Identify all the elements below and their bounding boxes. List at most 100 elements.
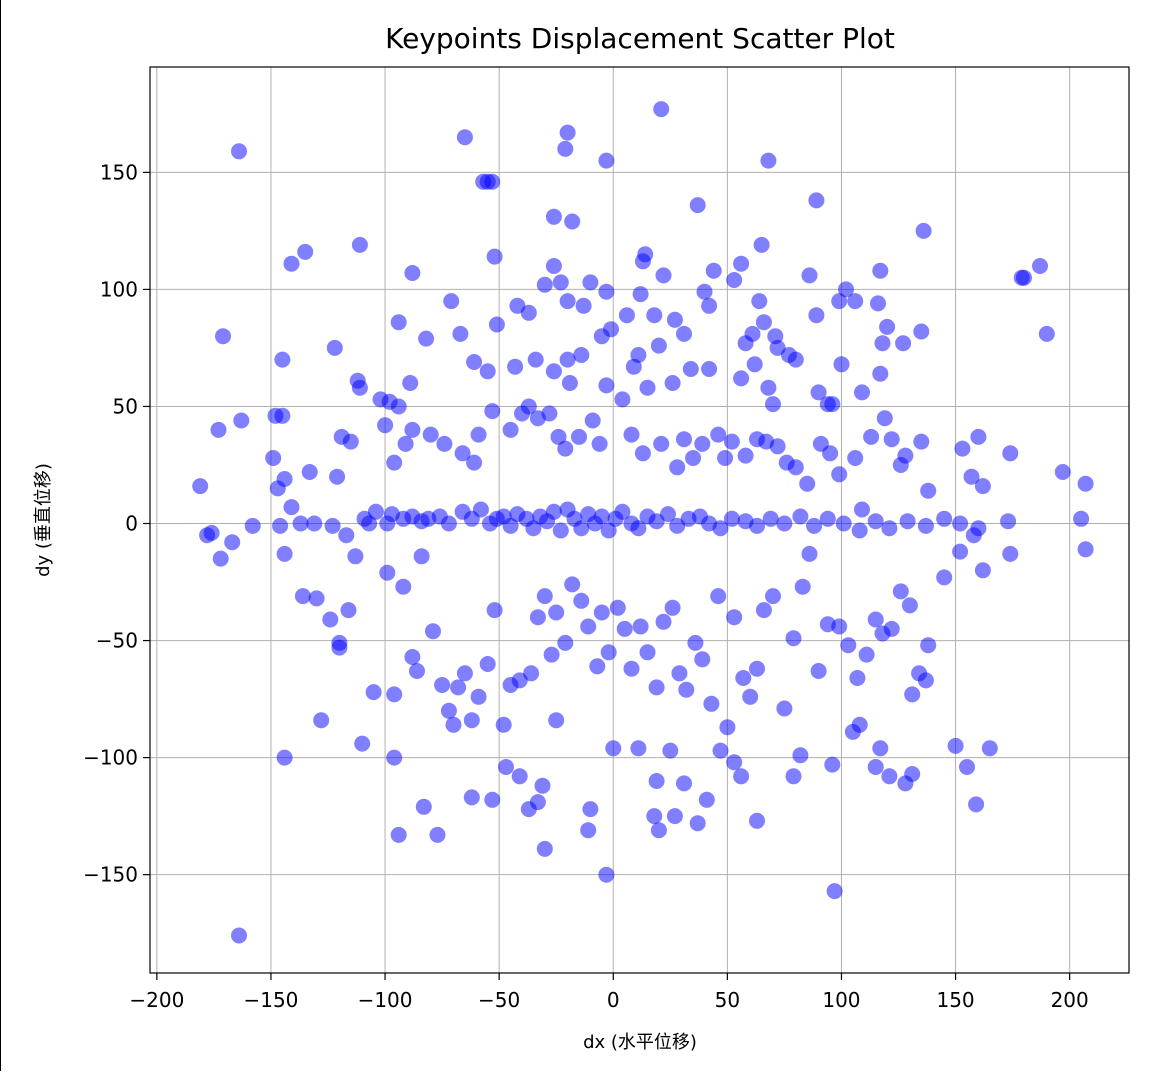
data-point <box>386 686 403 703</box>
data-point <box>701 297 718 314</box>
data-point <box>712 742 729 759</box>
x-tick-label: 100 <box>822 988 860 1012</box>
data-point <box>719 719 736 736</box>
data-point <box>573 520 590 537</box>
data-point <box>347 548 364 565</box>
data-point <box>561 375 578 391</box>
data-point <box>589 658 606 675</box>
data-point <box>329 468 346 485</box>
data-point <box>1077 475 1094 492</box>
data-point <box>678 681 695 698</box>
data-point <box>936 510 953 527</box>
data-point <box>495 716 512 733</box>
data-point <box>529 609 546 626</box>
data-point <box>233 412 250 429</box>
data-point <box>486 248 503 265</box>
data-point <box>397 435 414 452</box>
data-point <box>224 534 241 551</box>
data-point <box>666 808 683 825</box>
data-point <box>666 311 683 328</box>
data-point <box>742 688 759 705</box>
data-point <box>623 660 640 677</box>
data-point <box>390 826 407 843</box>
data-point <box>415 798 432 815</box>
data-point <box>609 599 626 616</box>
data-point <box>867 513 884 530</box>
data-point <box>883 620 900 637</box>
x-tick-label: 150 <box>936 988 974 1012</box>
y-tick-label: 0 <box>125 512 138 536</box>
data-point <box>655 613 672 630</box>
data-point <box>584 412 601 429</box>
data-point <box>881 768 898 785</box>
data-point <box>632 618 649 635</box>
data-point <box>527 351 544 368</box>
x-tick-label: 200 <box>1051 988 1089 1012</box>
data-point <box>669 459 686 476</box>
data-point <box>354 735 371 752</box>
data-point <box>698 791 715 808</box>
data-point <box>723 433 740 450</box>
data-point <box>548 712 565 729</box>
data-point <box>616 620 633 637</box>
data-point <box>735 670 752 686</box>
data-point <box>484 403 501 420</box>
data-point <box>831 618 848 635</box>
data-point <box>776 515 793 532</box>
data-point <box>338 527 355 544</box>
data-point <box>466 354 483 370</box>
data-point <box>265 450 282 466</box>
data-point <box>726 272 743 288</box>
data-point <box>648 679 665 696</box>
data-point <box>981 740 998 757</box>
data-point <box>687 634 704 651</box>
data-point <box>605 740 622 757</box>
data-point <box>1032 258 1048 274</box>
data-point <box>650 822 667 839</box>
data-point <box>1073 510 1090 527</box>
data-point <box>498 759 514 775</box>
data-point <box>550 428 567 445</box>
data-point <box>751 293 768 310</box>
data-point <box>639 379 656 396</box>
data-point <box>653 435 670 452</box>
data-point <box>231 143 247 160</box>
data-point <box>876 410 893 427</box>
data-point <box>377 417 394 434</box>
data-point <box>582 801 599 818</box>
data-point <box>1000 513 1017 530</box>
data-point <box>1002 445 1019 462</box>
data-point <box>954 440 971 457</box>
data-point <box>851 716 868 733</box>
data-point <box>559 293 576 310</box>
x-tick-label: −50 <box>478 988 520 1012</box>
data-point <box>847 450 864 466</box>
data-point <box>534 777 551 794</box>
data-point <box>511 768 528 785</box>
data-point <box>710 588 727 605</box>
data-point <box>726 754 743 771</box>
data-point <box>634 445 651 462</box>
data-point <box>472 501 489 518</box>
data-point <box>564 576 581 593</box>
data-point <box>897 447 914 464</box>
data-point <box>593 508 610 525</box>
data-point <box>598 377 615 394</box>
data-point <box>867 759 884 775</box>
data-point <box>872 740 889 757</box>
data-point <box>799 475 816 492</box>
data-point <box>331 634 348 651</box>
data-point <box>365 684 382 701</box>
data-point <box>901 597 918 614</box>
data-point <box>963 468 980 485</box>
y-tick-label: 100 <box>100 277 138 301</box>
data-point <box>272 517 289 534</box>
data-point <box>936 569 953 586</box>
data-point <box>484 173 501 190</box>
data-point <box>274 351 291 368</box>
data-point <box>703 695 720 712</box>
data-point <box>808 307 825 324</box>
y-tick-label: −100 <box>83 746 138 770</box>
data-point <box>755 602 772 619</box>
data-point <box>1002 545 1019 562</box>
